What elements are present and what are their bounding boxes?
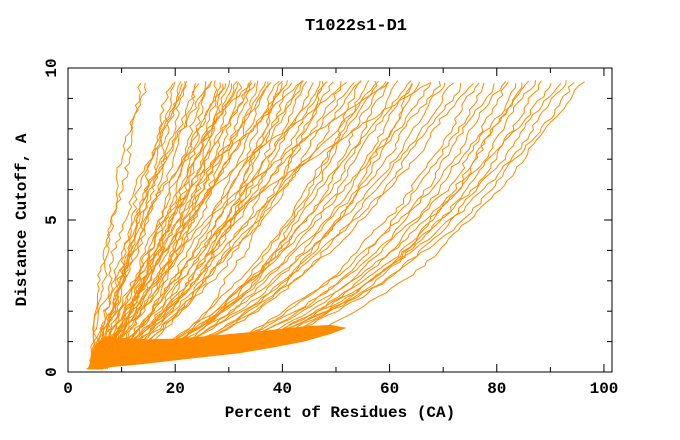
model-curve [88,80,412,370]
model-curve [92,80,567,370]
model-curve [99,80,231,370]
chart-title: T1022s1-D1 [305,17,407,36]
y-tick-label: 0 [43,367,61,377]
model-curve [88,82,196,370]
model-curve [91,83,243,370]
model-curve [95,83,413,370]
model-curve [88,80,280,370]
axes-frame [67,67,613,373]
x-tick-label: 20 [166,380,185,398]
y-tick-label: 10 [43,58,61,77]
model-curve [92,83,200,369]
x-tick-label: 40 [273,380,292,398]
model-curve [96,80,370,370]
x-tick-label: 0 [63,380,73,398]
model-curve [89,80,238,370]
model-curve [95,81,585,370]
model-curve [102,80,304,370]
model-curve [95,80,284,370]
tick-labels: 0 20 40 60 80 100 0 5 10 [43,58,618,398]
model-curve [96,82,523,370]
model-curve [92,82,355,370]
model-curve [89,81,239,370]
y-tick-label: 5 [43,215,61,225]
model-curve [100,82,462,370]
model-curve [106,81,389,370]
model-curve [89,83,562,370]
model-curve [101,83,474,370]
model-curve [96,81,187,370]
model-curve [97,82,455,370]
model-curve [101,82,253,370]
model-curve [91,83,413,370]
model-curve [97,80,529,370]
model-curve [94,80,379,370]
x-tick-label: 60 [380,380,399,398]
model-curve [92,81,432,370]
model-curves [86,79,585,370]
model-curve [94,81,509,370]
model-curve [92,81,213,370]
model-curve [89,80,188,370]
model-curve [93,82,575,370]
model-curve [95,83,517,370]
model-curve [92,81,507,370]
x-axis-label: Percent of Residues (CA) [225,404,455,422]
model-curve [105,81,347,370]
model-curve [87,80,399,370]
model-curve [99,80,536,370]
model-curve [86,82,480,370]
model-curve [90,81,212,370]
model-curve [99,81,387,370]
model-curve [89,82,147,370]
model-curve [106,82,431,370]
model-curve [91,81,342,370]
y-axis-label: Distance Cutoff, A [13,133,31,306]
x-tick-label: 100 [590,380,619,398]
model-curve [98,83,224,370]
model-curve [90,83,495,370]
model-curve [87,81,328,370]
model-curve [88,81,207,370]
x-tick-label: 80 [487,380,506,398]
model-curve [96,82,446,370]
model-curve [101,81,269,370]
model-curve [98,81,324,370]
model-curve [86,80,321,370]
